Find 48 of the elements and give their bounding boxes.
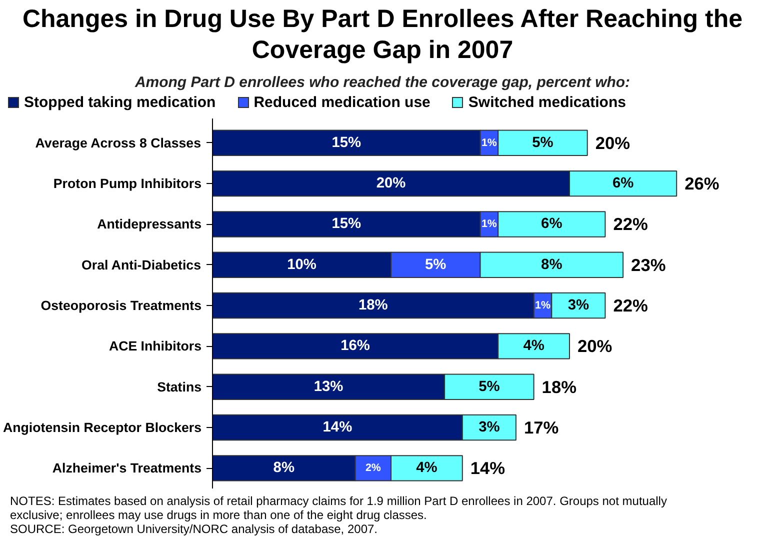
chart-subtitle: Among Part D enrollees who reached the coverage gap, percent who: xyxy=(134,73,630,93)
data-label: 4% xyxy=(416,460,438,476)
total-label: 26% xyxy=(684,174,720,194)
data-label: 3% xyxy=(568,298,590,314)
data-label: 1% xyxy=(481,136,498,149)
data-label: 13% xyxy=(314,378,344,395)
data-label: 4% xyxy=(523,338,544,354)
data-label: 15% xyxy=(332,216,362,232)
data-label: 10% xyxy=(287,256,316,273)
data-label: 16% xyxy=(340,338,370,354)
total-label: 20% xyxy=(595,132,630,153)
data-label: 8% xyxy=(273,460,294,476)
total-label: 17% xyxy=(524,418,559,438)
total-label: 20% xyxy=(578,336,612,356)
y-tick-label: Average Across 8 Classes xyxy=(35,135,202,150)
y-tick-label: Antidepressants xyxy=(97,216,202,232)
data-label: 8% xyxy=(541,256,562,273)
y-tick-label: Statins xyxy=(157,379,202,394)
data-label: 5% xyxy=(478,378,500,395)
data-label: 1% xyxy=(535,300,551,312)
y-tick-label: Proton Pump Inhibitors xyxy=(53,176,202,192)
y-tick-label: Osteoporosis Treatments xyxy=(40,298,202,314)
data-label: 5% xyxy=(425,256,446,273)
legend-label: Switched medications xyxy=(467,94,626,111)
data-label: 6% xyxy=(541,216,562,232)
total-label: 23% xyxy=(631,254,666,275)
total-label: 22% xyxy=(613,214,648,234)
chart-title: Changes in Drug Use By Part D Enrollees After Reaching the Coverage Gap in 2007 xyxy=(21,4,744,66)
data-label: 3% xyxy=(478,420,500,436)
y-tick-label: Oral Anti-Diabetics xyxy=(82,257,202,272)
data-label: 5% xyxy=(532,134,554,151)
y-tick-label: Angiotensin Receptor Blockers xyxy=(3,420,202,436)
total-label: 18% xyxy=(542,376,576,397)
text: NOTES: Estimates based on analysis of retail pharmacy claims for 1.9 million Part D enrollees in 2007. Groups not mutually exclusive; enrollees may use drugs in more than one of the eight drug classes. xyxy=(10,494,667,522)
data-label: 15% xyxy=(332,134,362,151)
source-note: SOURCE: Georgetown University/NORC analysis of database, 2007. xyxy=(10,522,378,536)
legend-label: Stopped taking medication xyxy=(23,94,216,111)
y-tick-label: ACE Inhibitors xyxy=(108,338,202,354)
data-label: 1% xyxy=(481,218,498,230)
legend-label: Reduced medication use xyxy=(252,94,430,111)
data-label: 2% xyxy=(365,462,382,474)
total-label: 14% xyxy=(470,458,506,478)
data-label: 14% xyxy=(322,420,352,436)
data-label: 18% xyxy=(358,298,388,314)
data-label: 6% xyxy=(612,176,634,192)
total-label: 22% xyxy=(613,296,648,316)
data-label: 20% xyxy=(376,176,406,192)
y-tick-label: Alzheimer's Treatments xyxy=(52,460,202,476)
